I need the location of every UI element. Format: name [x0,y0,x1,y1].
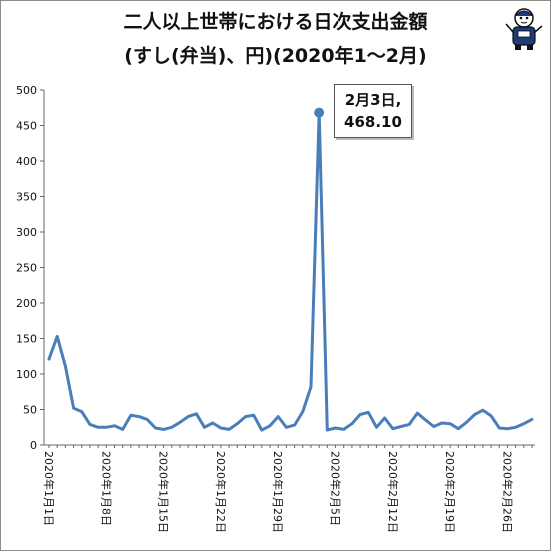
y-tick-label: 300 [16,226,37,239]
series-group [47,107,534,432]
y-tick-label: 200 [16,297,37,310]
y-tick-label: 350 [16,191,37,204]
chart-title-line1: 二人以上世帯における日次支出金額 [123,11,428,33]
y-tick-label: 150 [16,333,37,346]
x-tick-label: 2020年2月26日 [500,451,514,533]
series-line [47,111,534,432]
peak-annotation: 2月3日, 468.10 [334,84,412,138]
peak-annotation-date: 2月3日, [344,91,402,109]
y-axis: 0 50 100 150 200 250 300 350 400 450 500 [16,84,45,452]
y-tick-label: 450 [16,120,37,133]
x-tick-label: 2020年2月19日 [443,451,457,533]
y-tick-label: 50 [23,404,37,417]
peak-point [314,107,325,118]
x-tick-label: 2020年1月1日 [42,451,56,526]
peak-annotation-value: 468.10 [344,113,402,131]
mascot-logo-icon [505,8,543,50]
chart-title-line2: (すし(弁当)、円)(2020年1～2月) [124,45,427,67]
y-tick-label: 400 [16,155,37,168]
y-tick-label: 100 [16,368,37,381]
x-axis: 2020年1月1日 2020年1月8日 2020年1月15日 2020年1月22日 20… [42,444,535,533]
y-tick-label: 0 [30,439,37,452]
x-tick-label: 2020年2月5日 [329,451,343,526]
x-tick-label: 2020年1月15日 [157,451,171,533]
x-tick-label: 2020年1月22日 [214,451,228,533]
y-tick-label: 250 [16,262,37,275]
y-tick-label: 500 [16,84,37,97]
x-tick-label: 2020年1月8日 [99,451,113,526]
x-tick-label: 2020年1月29日 [271,451,285,533]
x-tick-label: 2020年2月12日 [386,451,400,533]
